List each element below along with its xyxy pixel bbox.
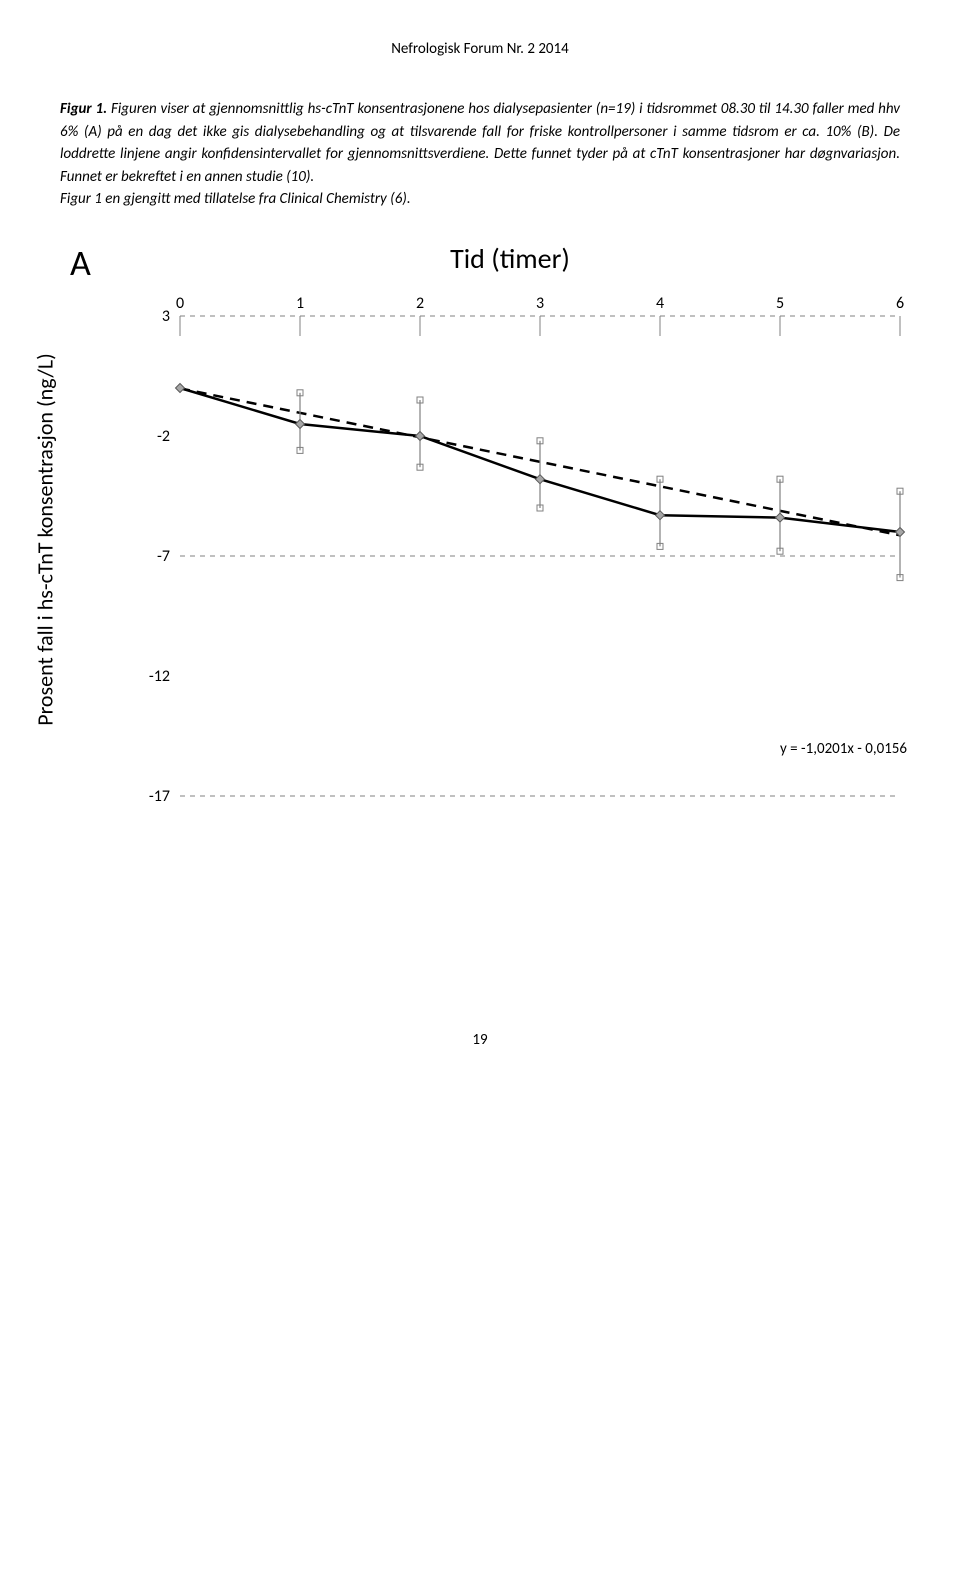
caption-label: Figur 1. bbox=[60, 100, 107, 118]
chart-x-title: Tid (timer) bbox=[130, 241, 890, 276]
page-header: Nefrologisk Forum Nr. 2 2014 bbox=[60, 40, 900, 58]
chart-plot: 01234563-2-7-12-17y = -1,0201x - 0,0156 bbox=[140, 286, 890, 811]
chart-svg: 0 1 2 3 4 5 6 3 -2 -7 -12 -17 y = -1,0201x - 0,0156 bbox=[140, 286, 910, 806]
chart-panel-a: A Tid (timer) Prosent fall i hs-cTnT kon… bbox=[70, 241, 890, 811]
panel-label: A bbox=[70, 241, 91, 285]
figure-caption: Figur 1. Figuren viser at gjennomsnittli… bbox=[60, 98, 900, 211]
chart-y-title: Prosent fall i hs-cTnT konsentrasjon (ng… bbox=[32, 353, 59, 726]
svg-text:4: 4 bbox=[656, 294, 664, 313]
svg-text:3: 3 bbox=[162, 307, 170, 326]
svg-text:-7: -7 bbox=[157, 547, 170, 566]
caption-text-2: Figur 1 en gjengitt med tillatelse fra C… bbox=[60, 190, 411, 208]
page-number: 19 bbox=[60, 1031, 900, 1049]
svg-text:-2: -2 bbox=[157, 427, 170, 446]
svg-text:2: 2 bbox=[416, 294, 424, 313]
svg-text:5: 5 bbox=[776, 294, 784, 313]
svg-text:0: 0 bbox=[176, 294, 184, 313]
svg-text:3: 3 bbox=[536, 294, 544, 313]
svg-text:y = -1,0201x - 0,0156: y = -1,0201x - 0,0156 bbox=[780, 739, 907, 757]
caption-text: Figuren viser at gjennomsnittlig hs-cTnT… bbox=[60, 100, 900, 186]
svg-text:6: 6 bbox=[896, 294, 904, 313]
svg-text:-17: -17 bbox=[149, 787, 170, 806]
svg-text:1: 1 bbox=[296, 294, 304, 313]
svg-text:-12: -12 bbox=[149, 667, 170, 686]
